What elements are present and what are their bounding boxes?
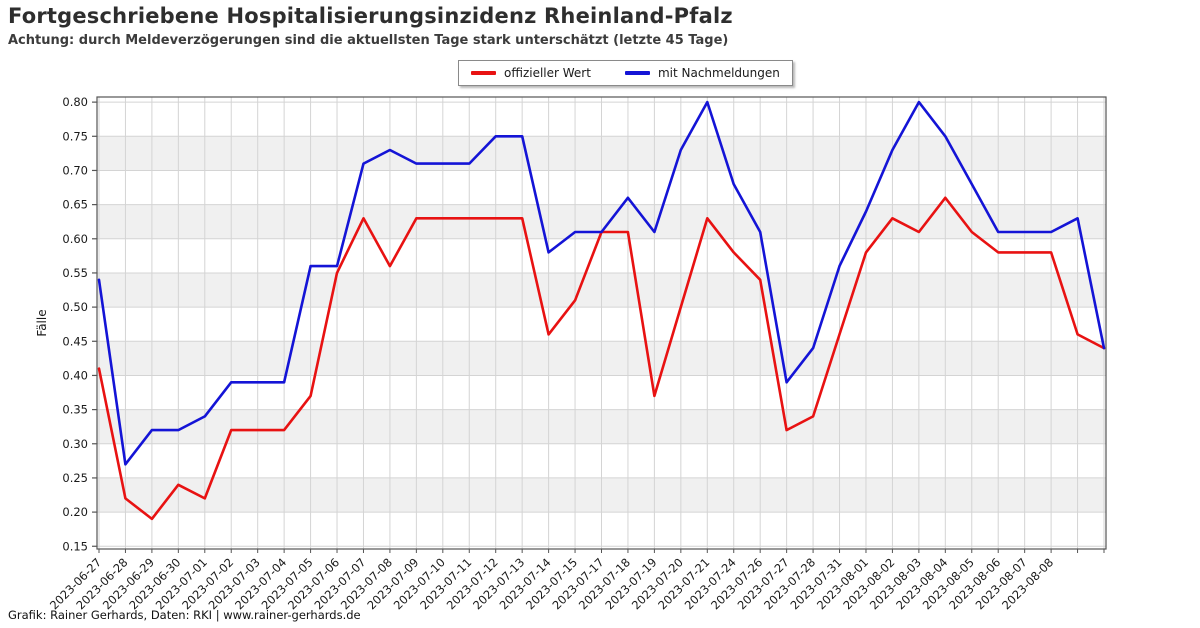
series-line-mit-nachmeldungen [97,100,1106,466]
y-tick-label: 0.65 [62,198,88,212]
y-tick-label: 0.70 [62,163,88,177]
y-tick-label: 0.35 [62,403,88,417]
y-tick-label: 0.15 [62,539,88,553]
y-tick-label: 0.50 [62,300,88,314]
y-tick-label: 0.30 [62,437,88,451]
legend-label: mit Nachmeldungen [657,66,780,80]
y-axis-label: Fälle [35,309,49,336]
legend-item-offizieller-wert: offizieller Wert [471,66,591,80]
legend: offizieller Wert mit Nachmeldungen [458,60,793,86]
y-tick-label: 0.25 [62,471,88,485]
y-tick-label: 0.60 [62,232,88,246]
y-tick-label: 0.45 [62,334,88,348]
credit-text: Grafik: Rainer Gerhards, Daten: RKI | ww… [8,608,361,622]
blue-line-swatch-icon [624,71,650,75]
legend-label: offizieller Wert [504,66,591,80]
red-line-swatch-icon [471,71,496,75]
y-tick-label: 0.75 [62,129,88,143]
y-tick-label: 0.40 [62,368,88,382]
legend-item-mit-nachmeldungen: mit Nachmeldungen [624,66,780,80]
y-tick-label: 0.55 [62,266,88,280]
y-tick-label: 0.80 [62,95,88,109]
y-tick-label: 0.20 [62,505,88,519]
page-title: Fortgeschriebene Hospitalisierungsinzide… [8,4,733,28]
chart-subtitle: Achtung: durch Meldeverzögerungen sind d… [8,33,729,48]
